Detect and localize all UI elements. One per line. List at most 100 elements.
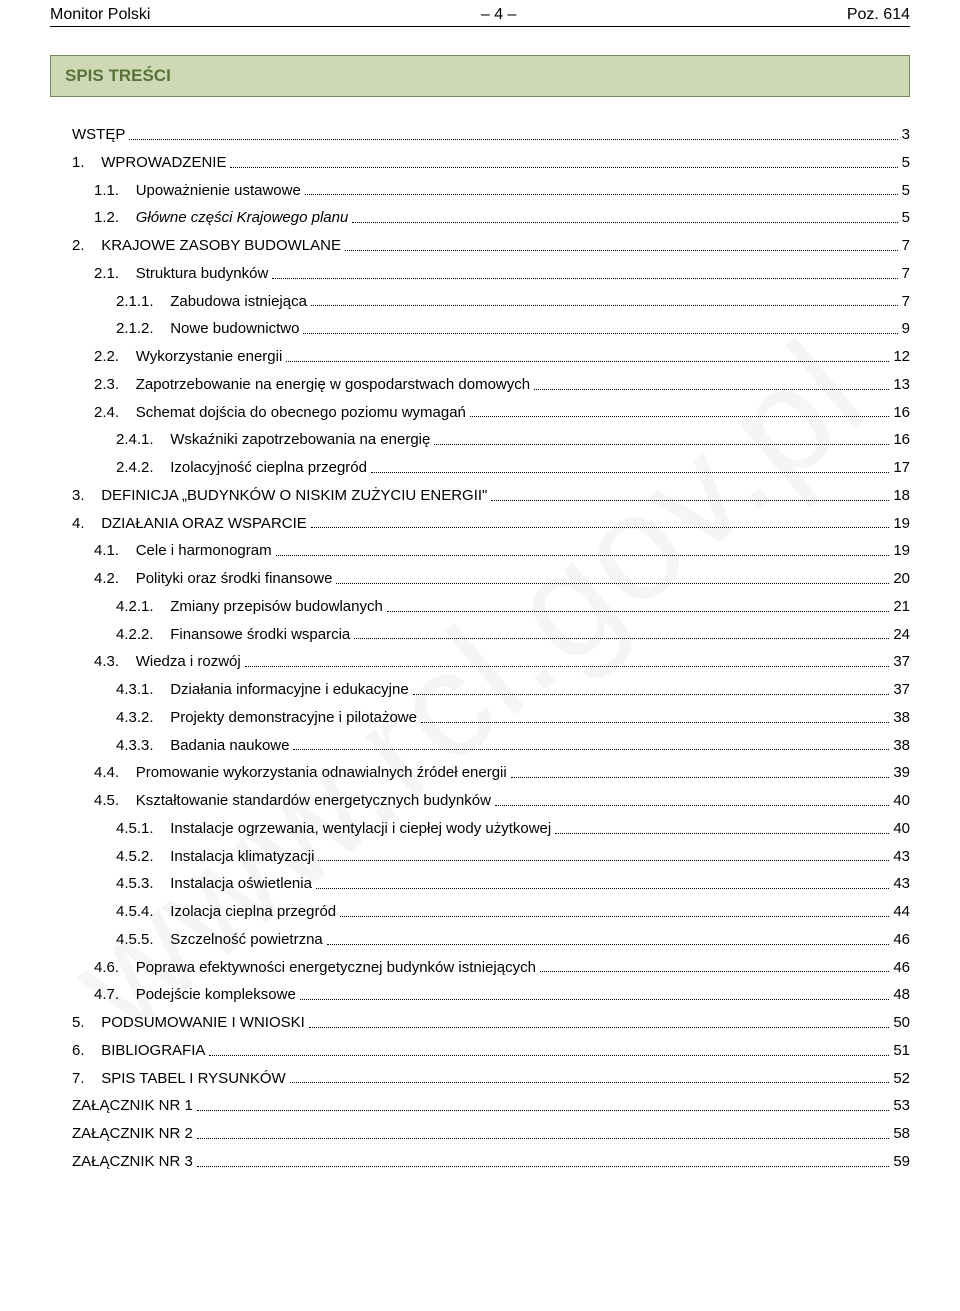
toc-entry-label: Izolacyjność cieplna przegród <box>170 454 367 482</box>
toc-entry-page: 39 <box>893 759 910 787</box>
toc-entry-number: 2. <box>72 232 101 260</box>
toc-leader-dots <box>421 722 889 723</box>
toc-entry-page: 37 <box>893 648 910 676</box>
toc-leader-dots <box>197 1110 889 1111</box>
toc-entry-page: 17 <box>893 454 910 482</box>
page-header: Monitor Polski – 4 – Poz. 614 <box>50 0 910 27</box>
toc-leader-dots <box>345 250 898 251</box>
toc-leader-dots <box>276 555 890 556</box>
toc-leader-dots <box>371 472 889 473</box>
toc-leader-dots <box>290 1082 890 1083</box>
toc-row: 4.2.1. Zmiany przepisów budowlanych 21 <box>50 593 910 621</box>
toc-entry-number: 2.4.1. <box>116 426 170 454</box>
toc-entry-number: 4.5. <box>94 787 136 815</box>
toc-row: ZAŁĄCZNIK NR 1 53 <box>50 1092 910 1120</box>
document-page: www.rcl.gov.pl Monitor Polski – 4 – Poz.… <box>0 0 960 1311</box>
toc-entry-page: 9 <box>902 315 910 343</box>
header-right: Poz. 614 <box>847 6 910 24</box>
toc-entry-number: 4.5.3. <box>116 870 170 898</box>
toc-row: WSTĘP 3 <box>50 121 910 149</box>
toc-entry-page: 24 <box>893 621 910 649</box>
toc-entry-page: 5 <box>902 177 910 205</box>
toc-row: 6. BIBLIOGRAFIA 51 <box>50 1037 910 1065</box>
toc-leader-dots <box>272 278 897 279</box>
toc-title: SPIS TREŚCI <box>65 66 171 85</box>
toc-entry-number: 2.4. <box>94 399 136 427</box>
toc-entry-page: 18 <box>893 482 910 510</box>
toc-entry-label: WPROWADZENIE <box>101 149 226 177</box>
toc-entry-number: 2.2. <box>94 343 136 371</box>
toc-leader-dots <box>316 888 889 889</box>
toc-entry-page: 7 <box>902 260 910 288</box>
toc-leader-dots <box>434 444 889 445</box>
toc-leader-dots <box>311 527 890 528</box>
toc-entry-label: Instalacje ogrzewania, wentylacji i ciep… <box>170 815 551 843</box>
toc-row: 2.1.2. Nowe budownictwo 9 <box>50 315 910 343</box>
toc-entry-label: KRAJOWE ZASOBY BUDOWLANE <box>101 232 341 260</box>
toc-row: 4.5.2. Instalacja klimatyzacji 43 <box>50 843 910 871</box>
toc-entry-label: Działania informacyjne i edukacyjne <box>170 676 408 704</box>
toc-row: 4. DZIAŁANIA ORAZ WSPARCIE 19 <box>50 510 910 538</box>
toc-row: 2.1.1. Zabudowa istniejąca 7 <box>50 288 910 316</box>
toc-entry-page: 38 <box>893 732 910 760</box>
toc-leader-dots <box>491 500 889 501</box>
toc-entry-label: Finansowe środki wsparcia <box>170 621 350 649</box>
toc-entry-label: Podejście kompleksowe <box>136 981 296 1009</box>
toc-entry-number: 2.3. <box>94 371 136 399</box>
toc-entry-label: Cele i harmonogram <box>136 537 272 565</box>
toc-entry-label: Struktura budynków <box>136 260 269 288</box>
toc-leader-dots <box>300 999 890 1000</box>
toc-entry-label: Poprawa efektywności energetycznej budyn… <box>136 954 536 982</box>
toc-leader-dots <box>336 583 889 584</box>
toc-row: 2.4. Schemat dojścia do obecnego poziomu… <box>50 399 910 427</box>
toc-entry-number: 1.2. <box>94 204 136 232</box>
toc-row: 1. WPROWADZENIE 5 <box>50 149 910 177</box>
toc-entry-page: 7 <box>902 288 910 316</box>
toc-entry-page: 3 <box>902 121 910 149</box>
toc-entry-label: Instalacja klimatyzacji <box>170 843 314 871</box>
toc-leader-dots <box>311 305 898 306</box>
toc-entry-label: ZAŁĄCZNIK NR 3 <box>72 1148 193 1176</box>
toc-entry-label: BIBLIOGRAFIA <box>101 1037 205 1065</box>
toc-entry-page: 7 <box>902 232 910 260</box>
toc-entry-number: 2.1.2. <box>116 315 170 343</box>
toc-entry-label: Szczelność powietrzna <box>170 926 323 954</box>
toc-entry-number: 4.2. <box>94 565 136 593</box>
toc-entry-label: Wiedza i rozwój <box>136 648 241 676</box>
toc-row: 4.5. Kształtowanie standardów energetycz… <box>50 787 910 815</box>
toc-entry-label: Główne części Krajowego planu <box>136 204 349 232</box>
toc-entry-number: 4.2.2. <box>116 621 170 649</box>
toc-entry-label: Instalacja oświetlenia <box>170 870 312 898</box>
toc-entry-label: ZAŁĄCZNIK NR 2 <box>72 1120 193 1148</box>
toc-entry-page: 20 <box>893 565 910 593</box>
toc-entry-number: 7. <box>72 1065 101 1093</box>
toc-entry-number: 4.6. <box>94 954 136 982</box>
header-center: – 4 – <box>481 6 517 24</box>
toc-entry-label: ZAŁĄCZNIK NR 1 <box>72 1092 193 1120</box>
toc-leader-dots <box>534 389 889 390</box>
toc-entry-label: Wykorzystanie energii <box>136 343 283 371</box>
toc-entry-number: 4.5.2. <box>116 843 170 871</box>
toc-leader-dots <box>511 777 890 778</box>
toc-row: 4.3.2. Projekty demonstracyjne i pilotaż… <box>50 704 910 732</box>
toc-row: 2. KRAJOWE ZASOBY BUDOWLANE 7 <box>50 232 910 260</box>
toc-leader-dots <box>327 944 890 945</box>
toc-entry-number: 4.3.3. <box>116 732 170 760</box>
toc-row: 1.2. Główne części Krajowego planu 5 <box>50 204 910 232</box>
toc-row: 2.4.1. Wskaźniki zapotrzebowania na ener… <box>50 426 910 454</box>
toc-entry-number: 4.7. <box>94 981 136 1009</box>
toc-leader-dots <box>540 971 889 972</box>
toc-entry-page: 38 <box>893 704 910 732</box>
toc-entry-page: 12 <box>893 343 910 371</box>
toc-leader-dots <box>129 139 897 140</box>
toc-entry-page: 37 <box>893 676 910 704</box>
toc-entry-page: 51 <box>893 1037 910 1065</box>
toc-entry-page: 43 <box>893 870 910 898</box>
toc-leader-dots <box>286 361 889 362</box>
toc-entry-label: Zapotrzebowanie na energię w gospodarstw… <box>136 371 530 399</box>
toc-row: ZAŁĄCZNIK NR 3 59 <box>50 1148 910 1176</box>
toc-entry-page: 53 <box>893 1092 910 1120</box>
toc-entry-number: 4.2.1. <box>116 593 170 621</box>
toc-entry-number: 2.4.2. <box>116 454 170 482</box>
toc-row: 4.2.2. Finansowe środki wsparcia 24 <box>50 621 910 649</box>
